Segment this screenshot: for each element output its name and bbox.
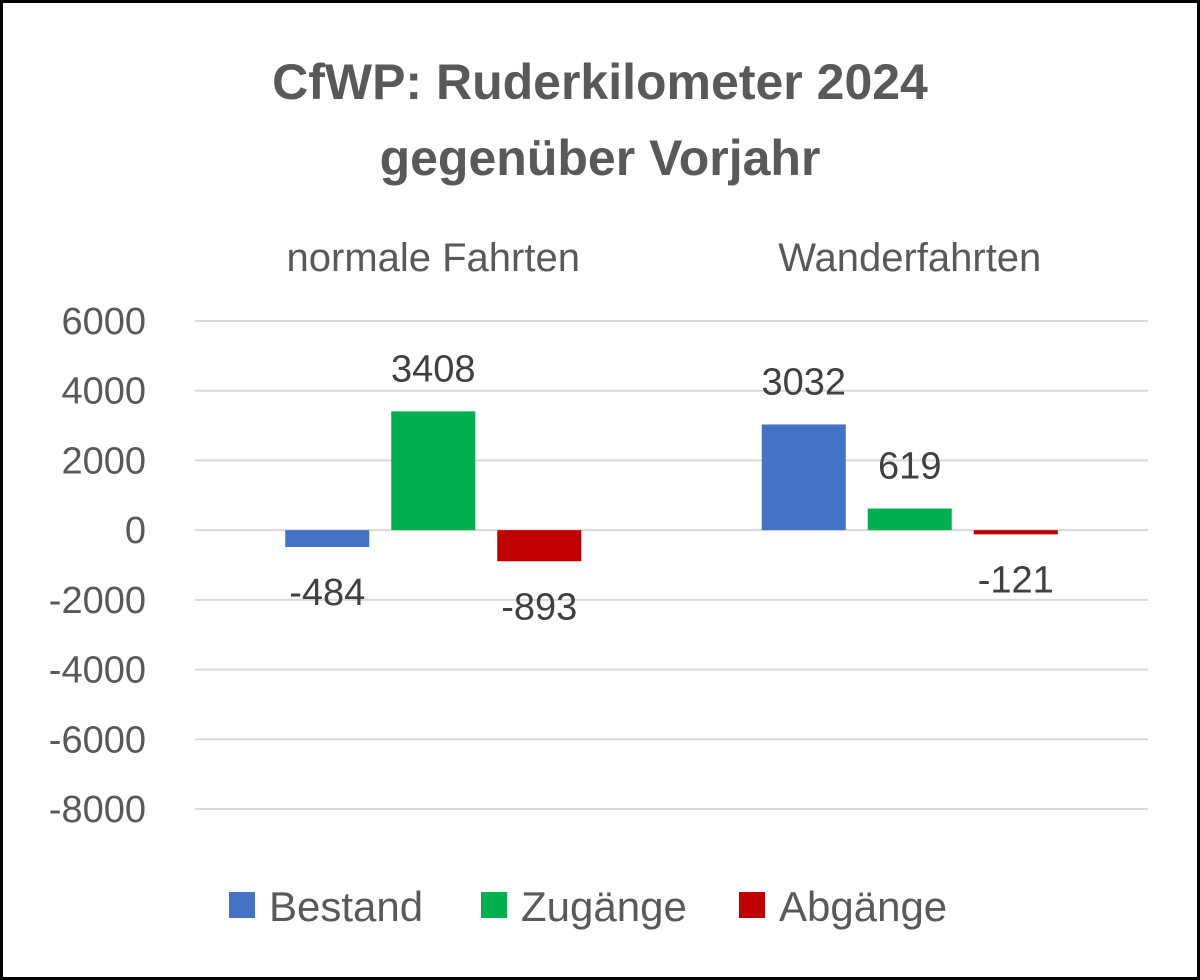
data-label: 619 — [878, 446, 941, 488]
bar-zugänge — [391, 411, 476, 531]
legend-label: Bestand — [269, 883, 423, 930]
y-tick-label: -4000 — [49, 650, 146, 692]
legend-label: Abgänge — [779, 883, 947, 930]
data-label: -121 — [978, 559, 1054, 601]
legend-label: Zugänge — [521, 883, 687, 930]
category-label: normale Fahrten — [287, 236, 580, 280]
legend-swatch — [229, 892, 255, 918]
bar-bestand — [285, 530, 370, 548]
bar-abgänge — [497, 530, 582, 562]
bar-bestand — [761, 424, 846, 531]
data-labels: -484 3408 -893 3032 619 -121 — [289, 348, 1054, 628]
data-label: -893 — [501, 586, 577, 628]
category-label: Wanderfahrten — [778, 236, 1041, 280]
legend-swatch — [739, 892, 765, 918]
legend-item-zugänge[interactable]: Zugänge — [481, 883, 687, 930]
y-tick-label: 0 — [125, 510, 146, 552]
bar-zugänge — [867, 508, 952, 531]
y-axis: 6000 4000 2000 0 -2000 -4000 -6000 -8000 — [49, 301, 146, 831]
data-label: -484 — [289, 572, 365, 614]
legend-item-bestand[interactable]: Bestand — [229, 883, 423, 930]
category-labels: normale Fahrten Wanderfahrten — [287, 236, 1042, 280]
chart-title: CfWP: Ruderkilometer 2024 gegenüber Vorj… — [0, 44, 1200, 196]
y-tick-label: -8000 — [49, 789, 146, 831]
y-tick-label: 6000 — [61, 301, 146, 343]
chart-title-line-2: gegenüber Vorjahr — [379, 130, 821, 186]
legend[interactable]: Bestand Zugänge Abgänge — [229, 883, 947, 930]
data-label: 3032 — [761, 361, 846, 403]
data-label: 3408 — [391, 348, 476, 390]
y-tick-label: -2000 — [49, 580, 146, 622]
chart-title-line-1: CfWP: Ruderkilometer 2024 — [272, 54, 928, 110]
legend-item-abgänge[interactable]: Abgänge — [739, 883, 947, 930]
bar-abgänge — [973, 530, 1058, 535]
legend-swatch — [481, 892, 507, 918]
y-tick-label: 4000 — [61, 371, 146, 413]
y-tick-label: 2000 — [61, 440, 146, 482]
y-tick-label: -6000 — [49, 719, 146, 761]
bars — [285, 411, 1058, 562]
